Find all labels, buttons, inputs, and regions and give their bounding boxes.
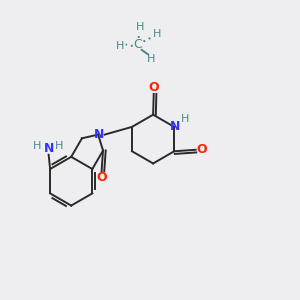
Text: N: N	[169, 120, 180, 133]
Text: H: H	[116, 41, 124, 51]
Text: H: H	[55, 141, 63, 151]
Text: C: C	[134, 38, 142, 51]
Text: H: H	[147, 54, 156, 64]
Text: N: N	[94, 128, 104, 141]
Text: O: O	[96, 171, 107, 184]
Text: N: N	[44, 142, 54, 155]
Text: H: H	[153, 29, 162, 39]
Text: O: O	[148, 81, 159, 94]
Text: H: H	[181, 114, 190, 124]
Text: H: H	[33, 141, 41, 151]
Text: O: O	[197, 143, 208, 156]
Text: H: H	[135, 22, 144, 32]
